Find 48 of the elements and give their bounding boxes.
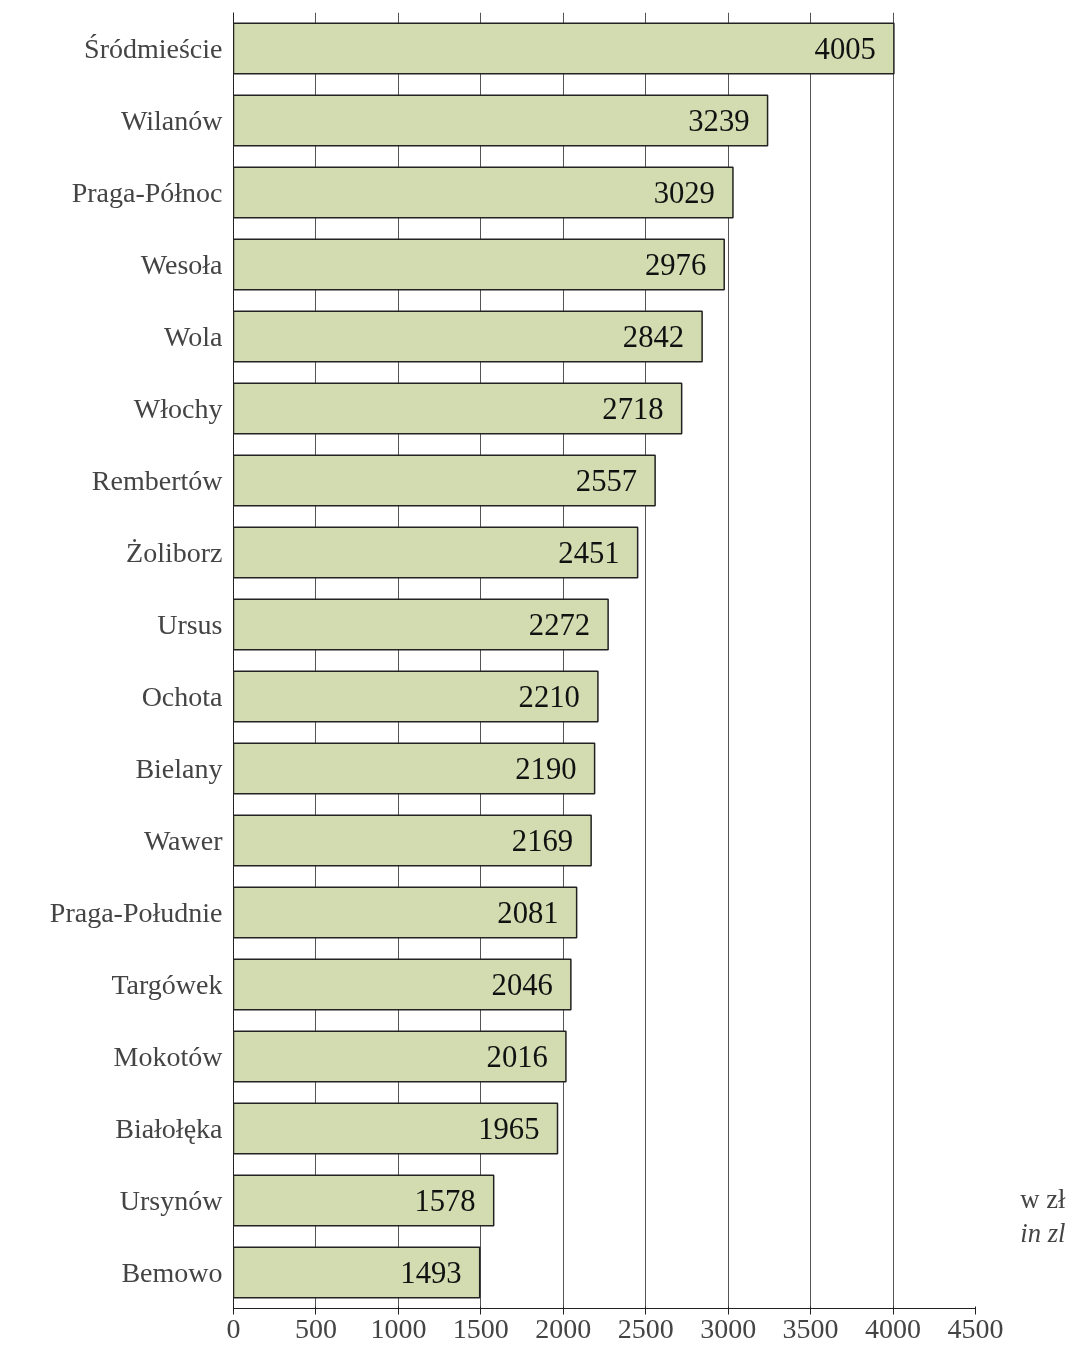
data-label: 2718	[602, 392, 664, 426]
data-label: 3239	[688, 104, 750, 138]
y-tick-label: Wola	[164, 321, 224, 352]
x-tick-label: 2500	[617, 1312, 674, 1344]
y-tick-label: Rembertów	[91, 465, 224, 496]
y-tick-label: Wesoła	[140, 249, 224, 280]
data-label: 2169	[511, 824, 574, 858]
y-tick-label: Ursus	[157, 609, 223, 640]
x-tick-label: 1000	[370, 1312, 427, 1344]
x-tick-label: 4000	[865, 1312, 922, 1344]
y-tick-label: Śródmieście	[84, 33, 223, 64]
x-tick-label: 3000	[700, 1312, 757, 1344]
data-label: 1493	[400, 1256, 462, 1290]
data-label: 1578	[414, 1184, 476, 1218]
data-label: 2081	[497, 896, 559, 930]
x-tick-label: 4500	[947, 1312, 1004, 1344]
data-label: 2210	[518, 680, 580, 714]
data-label: 2557	[575, 464, 638, 498]
data-label: 1965	[478, 1112, 540, 1146]
data-label: 2976	[644, 248, 707, 282]
y-tick-label: Ursynów	[119, 1185, 224, 1216]
y-tick-label: Włochy	[133, 393, 223, 424]
data-label: 2451	[558, 536, 620, 570]
y-tick-label: Bielany	[135, 753, 223, 784]
text: w zł	[1020, 1183, 1067, 1214]
y-tick-label: Mokotów	[113, 1041, 224, 1072]
x-tick-label: 2000	[535, 1312, 592, 1344]
data-label: 2016	[486, 1040, 548, 1074]
data-label: 2272	[528, 608, 591, 642]
y-tick-label: Targówek	[111, 969, 223, 1000]
x-tick-label: 500	[294, 1312, 337, 1344]
y-tick-label: Wilanów	[120, 105, 224, 136]
y-tick-label: Praga-Północ	[71, 177, 223, 208]
y-tick-label: Bemowo	[121, 1257, 223, 1288]
x-tick-label: 1500	[452, 1312, 509, 1344]
text: in zl	[1020, 1217, 1066, 1248]
y-tick-label: Wawer	[143, 825, 224, 856]
data-label: 4005	[814, 32, 876, 66]
y-tick-label: Ochota	[141, 681, 224, 712]
data-label: 2046	[491, 968, 553, 1002]
data-label: 2190	[515, 752, 577, 786]
x-tick-label: 3500	[782, 1312, 839, 1344]
data-label: 2842	[622, 320, 685, 354]
y-tick-label: Praga-Południe	[49, 897, 223, 928]
y-tick-label: Białołęka	[115, 1113, 224, 1144]
x-tick-label: 0	[226, 1312, 241, 1344]
y-tick-label: Żoliborz	[126, 537, 223, 568]
data-label: 3029	[653, 176, 715, 210]
